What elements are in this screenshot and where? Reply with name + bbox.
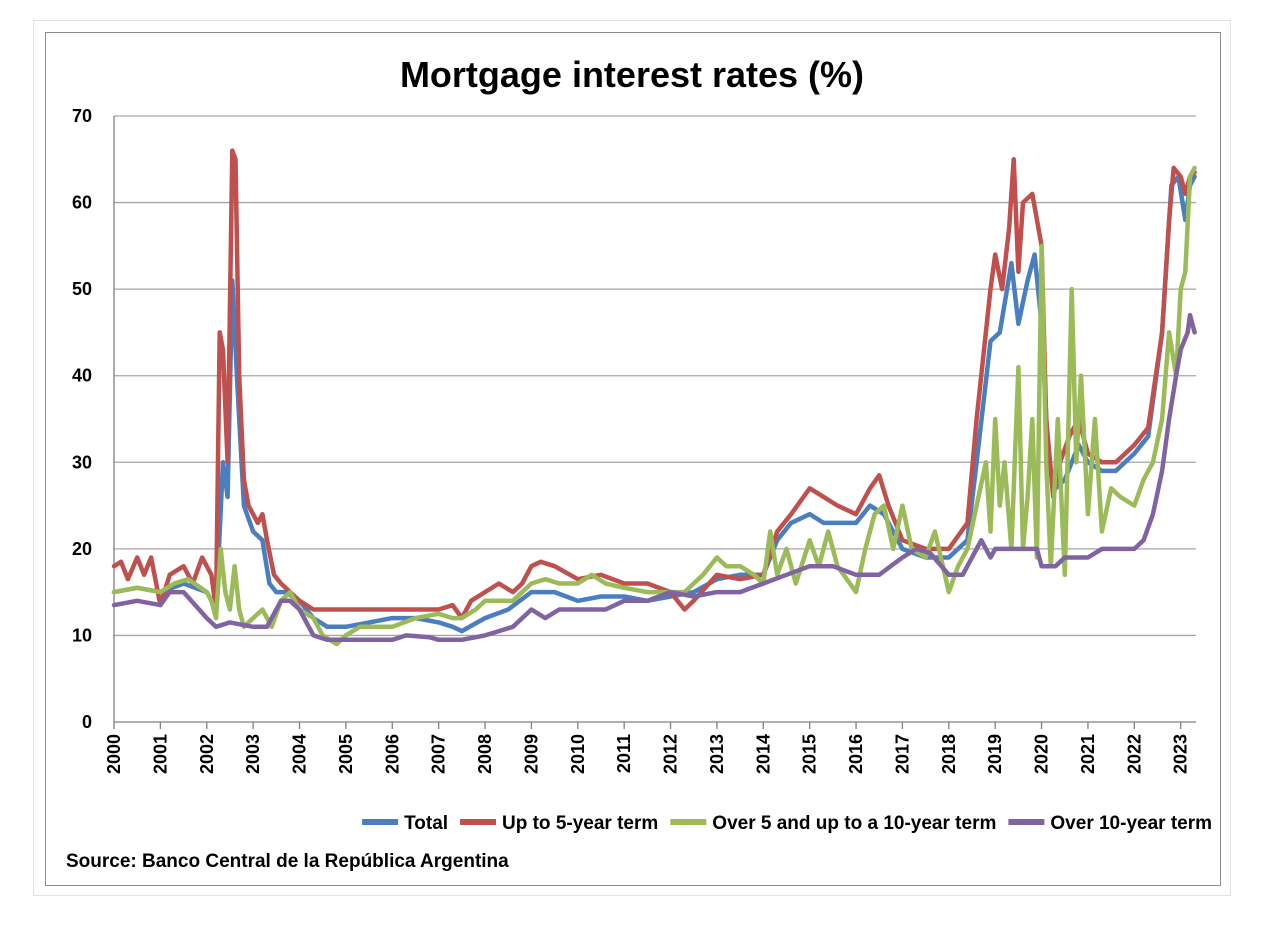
legend-label-over-10-year-term: Over 10-year term bbox=[1050, 813, 1212, 834]
x-tick-label-2012: 2012 bbox=[661, 734, 681, 774]
x-tick-label-2015: 2015 bbox=[800, 734, 820, 774]
y-tick-label-0: 0 bbox=[82, 712, 92, 732]
legend: Total Up to 5-year term Over 5 and up to a… bbox=[362, 813, 1212, 834]
x-tick-label-2005: 2005 bbox=[336, 734, 356, 774]
x-tick-label-2002: 2002 bbox=[197, 734, 217, 774]
y-tick-label-70: 70 bbox=[72, 106, 92, 126]
chart-title: Mortgage interest rates (%) bbox=[400, 54, 864, 95]
axis-layer: 0 10 20 30 40 50 60 70 2000 2001 2002 2003 2004 2005 2… bbox=[72, 106, 1196, 774]
x-tick-label-2014: 2014 bbox=[753, 734, 773, 774]
x-tick-label-2011: 2011 bbox=[614, 734, 634, 773]
series-line-over-10-year-term bbox=[111, 312, 1197, 643]
y-tick-label-40: 40 bbox=[72, 366, 92, 386]
y-tick-label-30: 30 bbox=[72, 452, 92, 472]
series-line-over-5-and-up-to-a-10-year-term bbox=[111, 165, 1197, 647]
legend-label-up-to-5-year-term: Up to 5-year term bbox=[502, 813, 658, 834]
x-tick-label-2016: 2016 bbox=[846, 734, 866, 774]
x-tick-label-2013: 2013 bbox=[707, 734, 727, 774]
x-tick-label-2006: 2006 bbox=[382, 734, 402, 774]
x-tick-label-2020: 2020 bbox=[1032, 734, 1052, 774]
x-tick-label-2000: 2000 bbox=[104, 734, 124, 774]
x-tick-label-2018: 2018 bbox=[939, 734, 959, 774]
x-tick-label-2017: 2017 bbox=[892, 734, 912, 774]
legend-item-over-10-year-term: Over 10-year term bbox=[1008, 813, 1212, 834]
x-tick-label-2004: 2004 bbox=[290, 734, 310, 774]
x-tick-label-2022: 2022 bbox=[1124, 734, 1144, 774]
legend-item-over-5-and-up-to-a-10-year-term: Over 5 and up to a 10-year term bbox=[670, 813, 996, 834]
x-tick-label-2001: 2001 bbox=[150, 734, 170, 774]
y-tick-label-60: 60 bbox=[72, 193, 92, 213]
y-tick-label-10: 10 bbox=[72, 625, 92, 645]
x-tick-label-2019: 2019 bbox=[985, 734, 1005, 774]
y-tick-label-50: 50 bbox=[72, 279, 92, 299]
legend-label-over-5-and-up-to-a-10-year-term: Over 5 and up to a 10-year term bbox=[712, 813, 996, 834]
y-tick-label-20: 20 bbox=[72, 539, 92, 559]
x-tick-label-2009: 2009 bbox=[521, 734, 541, 774]
x-tick-label-2003: 2003 bbox=[243, 734, 263, 774]
series-layer bbox=[111, 148, 1197, 647]
legend-item-total: Total bbox=[362, 813, 448, 834]
x-tick-label-2007: 2007 bbox=[429, 734, 449, 774]
x-tick-label-2010: 2010 bbox=[568, 734, 588, 774]
x-tick-label-2023: 2023 bbox=[1171, 734, 1191, 774]
source-note: Source: Banco Central de la República Ar… bbox=[66, 851, 509, 872]
legend-item-up-to-5-year-term: Up to 5-year term bbox=[460, 813, 658, 834]
legend-label-total: Total bbox=[404, 813, 448, 834]
series-line-total bbox=[111, 174, 1197, 634]
x-tick-label-2008: 2008 bbox=[475, 734, 495, 774]
x-tick-label-2021: 2021 bbox=[1078, 734, 1098, 774]
